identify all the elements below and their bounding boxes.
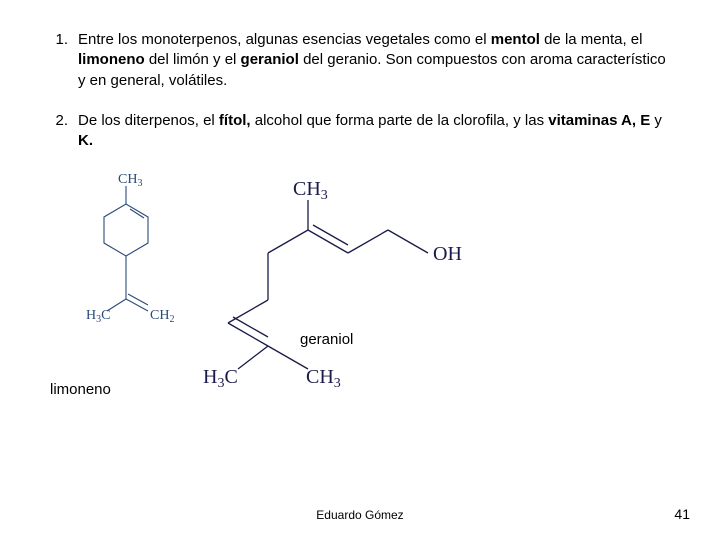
- bold-term: geraniol: [241, 51, 299, 68]
- geraniol-ch3b: CH3: [306, 366, 341, 391]
- geraniol-oh: OH: [433, 243, 462, 265]
- list-number: 1.: [50, 30, 78, 91]
- geraniol-h3c: H3C: [203, 366, 238, 391]
- geraniol-structure: CH3 OH H3C CH3: [198, 175, 498, 399]
- text-run: de la menta, el: [540, 31, 643, 48]
- limoneno-ch2: CH2: [150, 308, 174, 325]
- bold-term: mentol: [491, 31, 540, 48]
- footer-author: Eduardo Gómez: [0, 508, 720, 522]
- list-text: Entre los monoterpenos, algunas esencias…: [78, 30, 670, 91]
- list-number: 2.: [50, 111, 78, 152]
- bold-term: K.: [78, 132, 93, 149]
- limoneno-h3c: H3C: [86, 308, 110, 325]
- list-text: De los diterpenos, el fítol, alcohol que…: [78, 111, 670, 152]
- list-item-1: 1.Entre los monoterpenos, algunas esenci…: [50, 30, 670, 91]
- limoneno-label: limoneno: [50, 381, 111, 398]
- bold-term: limoneno: [78, 51, 145, 68]
- list-item-2: 2.De los diterpenos, el fítol, alcohol q…: [50, 111, 670, 152]
- text-run: del limón y el: [145, 51, 241, 68]
- text-run: alcohol que forma parte de la clorofila,…: [251, 112, 549, 129]
- bold-term: vitaminas A, E: [548, 112, 650, 129]
- text-run: Entre los monoterpenos, algunas esencias…: [78, 31, 491, 48]
- limoneno-structure: CH3 H3C CH2: [86, 171, 176, 355]
- bold-term: fítol,: [219, 112, 251, 129]
- text-run: y: [650, 112, 662, 129]
- chemical-figures: CH3 H3C CH2 CH3: [50, 171, 670, 421]
- text-run: De los diterpenos, el: [78, 112, 219, 129]
- limoneno-ch3: CH3: [118, 172, 142, 189]
- geraniol-label: geraniol: [300, 331, 353, 348]
- footer-page-number: 41: [674, 506, 690, 522]
- geraniol-ch3: CH3: [293, 178, 328, 203]
